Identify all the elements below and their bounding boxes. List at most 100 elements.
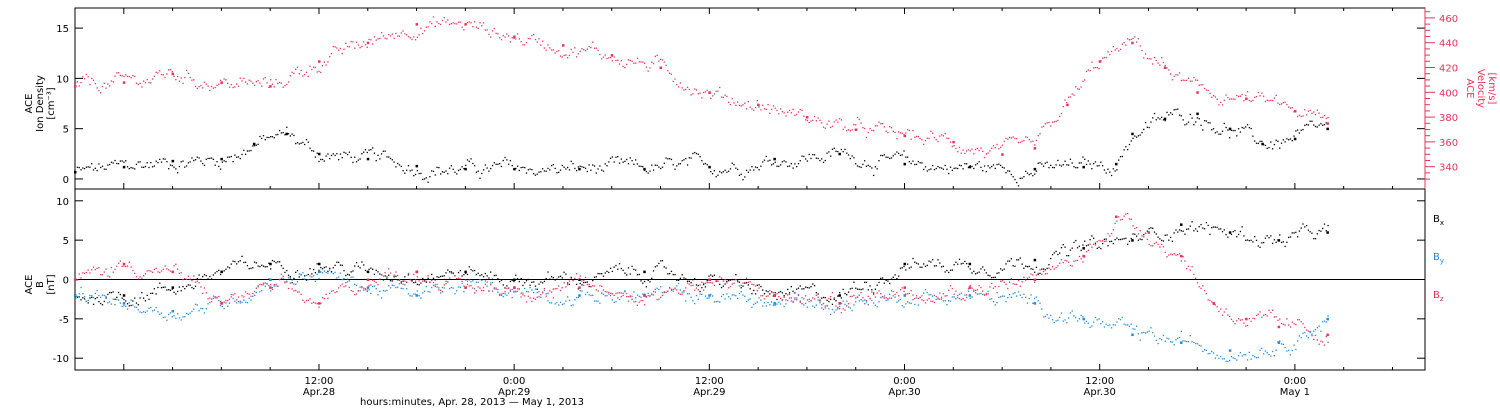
trace-point-density [1209,122,1211,124]
trace-point-bz [985,294,987,296]
trace-point-by [316,273,318,275]
trace-point-by [228,298,231,300]
trace-point-bx [933,265,936,267]
trace-point-bz [409,279,411,281]
trace-point-density [336,153,338,155]
legend-label-by: By [1433,252,1444,265]
trace-point-density [168,168,170,170]
trace-point-density [533,173,535,175]
trace-point-bx [1007,260,1009,262]
trace-point-bz [126,265,129,267]
trace-point-velocity [953,144,955,147]
trace-point-density [869,165,871,168]
trace-point-velocity [196,87,198,90]
trace-point-bx [304,275,306,277]
trace-point-density [524,166,526,169]
trace-point-bx [667,273,669,275]
trace-point-bx [338,261,340,264]
trace-point-bz [221,303,224,305]
trace-point-velocity [1229,98,1231,100]
trace-point-bz [228,302,231,304]
trace-point-density [747,171,750,173]
trace-point-density [942,168,945,170]
trace-point-bz [1110,232,1113,235]
trace-point-velocity [499,37,501,39]
trace-point-bz [209,301,211,304]
trace-point-density [654,164,656,166]
trace-point-bx [742,285,744,287]
trace-point-density [1320,123,1322,125]
trace-point-velocity [180,77,182,79]
trace-point-bx [368,268,370,270]
trace-point-velocity [992,145,995,147]
trace-point-velocity [210,85,213,88]
trace-point-bx [926,264,928,267]
trace-point-by [1007,297,1009,299]
trace-point-bz [575,273,578,275]
trace-point-bx [509,280,512,283]
trace-point-by [407,293,410,295]
trace-point-by [481,279,483,282]
trace-point-density [980,166,982,168]
trace-point-density [312,150,315,152]
trace-point-velocity [1166,67,1168,69]
trace-point-bx [354,265,356,267]
trace-point-by [346,278,349,280]
trace-point-velocity [763,108,766,110]
trace-point-bz [1016,283,1018,286]
trace-point-velocity [808,121,810,124]
trace-point-bz [1166,256,1168,258]
trace-point-density [702,163,705,165]
trace-point-density [1286,138,1288,140]
trace-point-bx [289,276,291,278]
trace-point-bz [413,273,415,276]
trace-point-by [1195,342,1197,345]
trace-point-by [1207,353,1209,355]
trace-point-bx [898,275,900,277]
trace-point-bx [373,273,376,275]
trace-point-bz [425,280,427,282]
trace-point-bx [1132,233,1134,235]
trace-point-bz [1128,218,1131,220]
trace-point-density [253,145,256,147]
trace-point-bx [212,274,215,276]
trace-point-density [1323,123,1326,126]
trace-point-bx [332,267,334,269]
trace-point-density [1064,160,1066,162]
trace-point-density [513,168,515,170]
trace-point-bx [846,294,848,296]
trace-point-by [928,294,930,296]
trace-point-bz [1225,308,1227,310]
trace-point-bx [826,299,828,302]
trace-point-by [533,292,535,294]
trace-point-by [450,286,453,289]
trace-point-bx [806,286,809,289]
trace-point-by [361,285,363,288]
trace-point-bz [1307,330,1310,332]
trace-point-by [409,295,411,297]
trace-point-bx [364,269,367,272]
trace-point-by [592,294,594,297]
trace-point-density [456,173,458,175]
trace-point-bz [1001,280,1004,282]
trace-point-bz [1112,229,1115,231]
trace-point-bz [264,282,266,284]
trace-point-by [413,293,415,295]
trace-point-density [858,166,860,168]
data-point-by [1180,341,1183,344]
trace-point-bx [1089,239,1091,241]
trace-point-by [912,298,914,301]
trace-point-bx [1313,238,1315,240]
trace-point-bx [126,303,129,305]
trace-point-by [456,290,458,292]
trace-point-bx [112,291,114,293]
trace-point-by [121,305,123,308]
trace-point-density [1177,108,1179,110]
trace-point-velocity [423,30,426,32]
trace-point-bz [717,280,719,283]
trace-point-density [1046,161,1048,163]
trace-point-by [851,309,853,312]
trace-point-bx [978,271,980,273]
trace-point-by [785,303,787,305]
trace-point-velocity [227,82,229,85]
